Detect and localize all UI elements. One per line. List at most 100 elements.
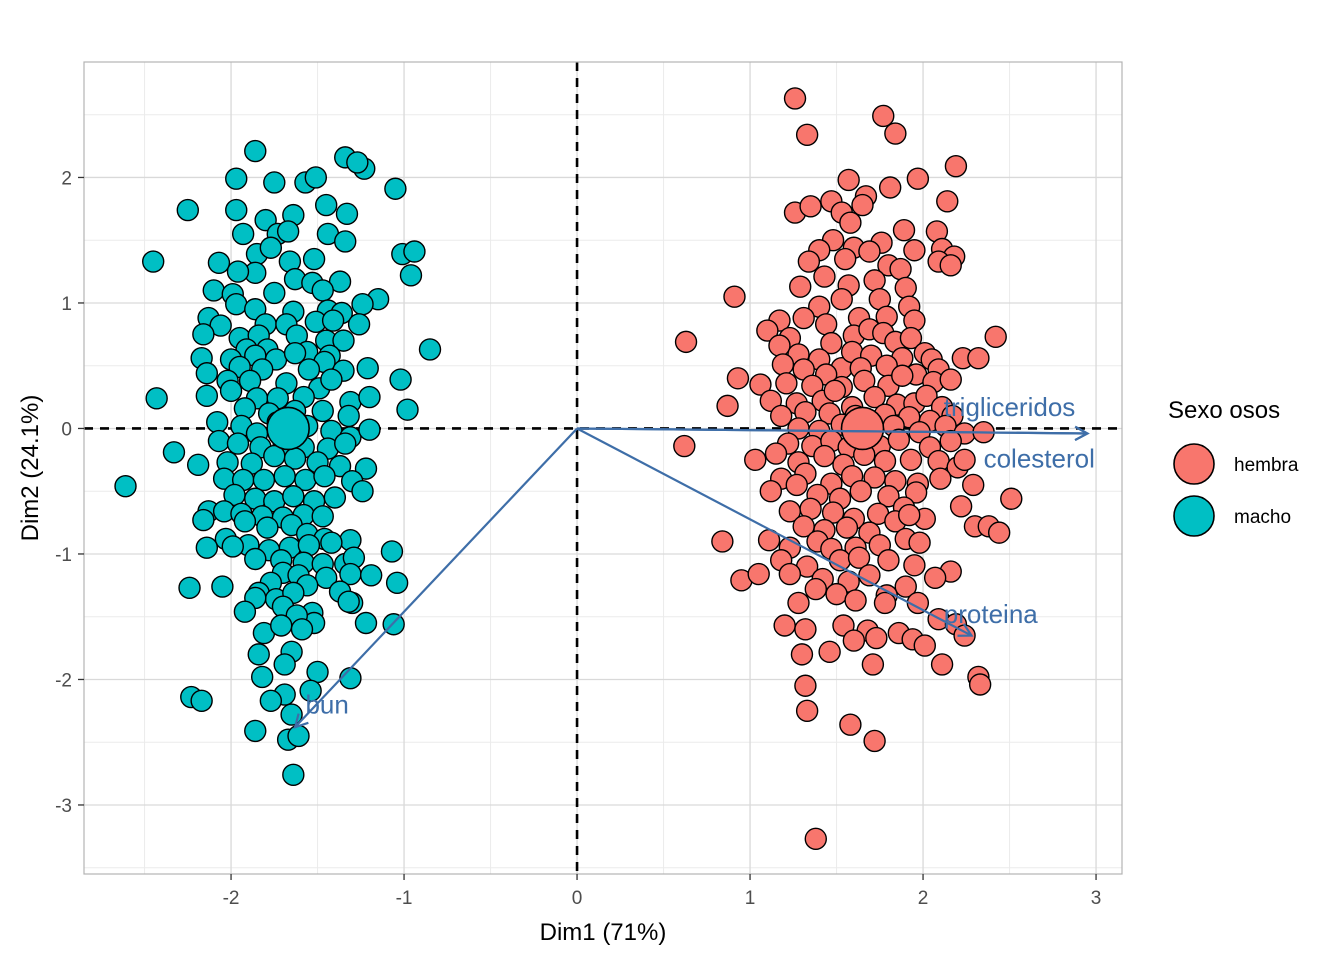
arrow-colesterol	[577, 427, 1088, 435]
point-macho	[356, 357, 379, 380]
x-tick-label: 1	[745, 888, 756, 909]
point-macho	[244, 139, 267, 163]
point-macho	[418, 338, 442, 361]
point-hembra	[794, 674, 817, 697]
point-hembra	[894, 575, 917, 598]
point-hembra	[887, 428, 911, 451]
variable-arrows: trigliceridos colesterol proteina bun	[293, 392, 1095, 729]
point-macho	[114, 474, 137, 498]
point-macho	[162, 441, 186, 464]
point-macho	[302, 247, 326, 271]
point-hembra	[813, 444, 836, 468]
point-macho	[311, 505, 334, 528]
point-macho	[403, 240, 426, 263]
point-macho	[385, 571, 409, 595]
point-macho	[225, 293, 248, 316]
point-macho	[225, 198, 248, 222]
point-hembra	[834, 247, 857, 271]
point-macho	[354, 611, 378, 635]
point-macho	[282, 485, 305, 508]
point-hembra	[873, 591, 897, 615]
point-macho	[176, 198, 200, 222]
point-hembra	[716, 394, 739, 418]
point-hembra	[904, 481, 928, 504]
point-hembra	[769, 404, 793, 428]
point-hembra	[785, 473, 808, 497]
point-macho	[270, 614, 293, 637]
arrow-bun	[294, 427, 578, 728]
point-hembra	[792, 306, 815, 330]
point-hembra	[953, 448, 976, 472]
point-hembra	[773, 614, 796, 637]
point-macho	[186, 453, 210, 477]
point-hembra	[771, 353, 795, 376]
point-macho	[244, 719, 267, 743]
point-macho	[233, 510, 257, 533]
point-hembra	[967, 346, 990, 370]
point-macho	[354, 457, 378, 480]
x-axis-title: Dim1 (71%)	[540, 919, 667, 946]
point-hembra	[929, 467, 952, 490]
y-tick-label: -2	[55, 670, 72, 691]
point-hembra	[898, 503, 921, 527]
point-macho	[250, 665, 274, 689]
point-hembra	[790, 643, 814, 666]
point-hembra	[987, 521, 1011, 544]
arrow-label-proteina: proteina	[944, 599, 1038, 629]
point-hembra	[863, 269, 886, 292]
point-hembra	[797, 250, 821, 273]
point-hembra	[814, 313, 838, 336]
arrow-label-colesterol: colesterol	[984, 444, 1095, 474]
point-hembra	[711, 530, 734, 553]
point-hembra	[915, 384, 938, 408]
x-tick-label: -2	[223, 888, 240, 909]
point-hembra	[863, 385, 886, 409]
centroid-macho	[266, 406, 310, 451]
point-hembra	[908, 531, 931, 554]
point-macho	[290, 618, 314, 641]
point-hembra	[825, 582, 848, 606]
point-hembra	[873, 449, 897, 473]
point-hembra	[853, 369, 876, 392]
point-macho	[226, 432, 250, 455]
point-hembra	[891, 364, 914, 387]
legend-title: Sexo osos	[1168, 397, 1280, 424]
point-macho	[259, 236, 283, 259]
point-hembra	[835, 516, 859, 539]
arrow-label-bun: bun	[305, 690, 348, 720]
point-macho	[384, 177, 407, 200]
point-macho	[192, 508, 215, 532]
y-tick-label: 1	[61, 294, 72, 315]
point-macho	[206, 410, 229, 434]
point-macho	[396, 398, 419, 421]
point-macho	[221, 535, 244, 558]
point-hembra	[865, 626, 888, 650]
point-macho	[195, 362, 219, 385]
point-macho	[247, 643, 270, 666]
point-hembra	[799, 195, 822, 218]
point-hembra	[923, 566, 947, 590]
point-macho	[259, 689, 283, 713]
point-hembra	[820, 331, 843, 355]
point-hembra	[744, 448, 767, 472]
point-macho	[334, 432, 357, 455]
arrow-label-trigliceridos: trigliceridos	[944, 392, 1076, 422]
point-macho	[358, 418, 381, 441]
point-hembra	[899, 448, 923, 472]
point-macho	[231, 222, 255, 246]
point-macho	[359, 564, 383, 587]
point-macho	[323, 486, 347, 509]
point-hembra	[849, 480, 872, 503]
point-hembra	[804, 827, 827, 851]
point-hembra	[795, 123, 819, 146]
x-tick-label: 0	[572, 888, 583, 909]
point-macho	[145, 387, 168, 410]
legend-label-macho: macho	[1234, 507, 1291, 528]
point-macho	[335, 202, 359, 226]
point-hembra	[783, 87, 807, 110]
point-macho	[256, 516, 279, 539]
point-macho	[276, 220, 300, 243]
point-hembra	[851, 193, 874, 217]
legend-key-macho	[1173, 495, 1215, 537]
y-axis-title: Dim2 (24.1%)	[17, 395, 44, 542]
